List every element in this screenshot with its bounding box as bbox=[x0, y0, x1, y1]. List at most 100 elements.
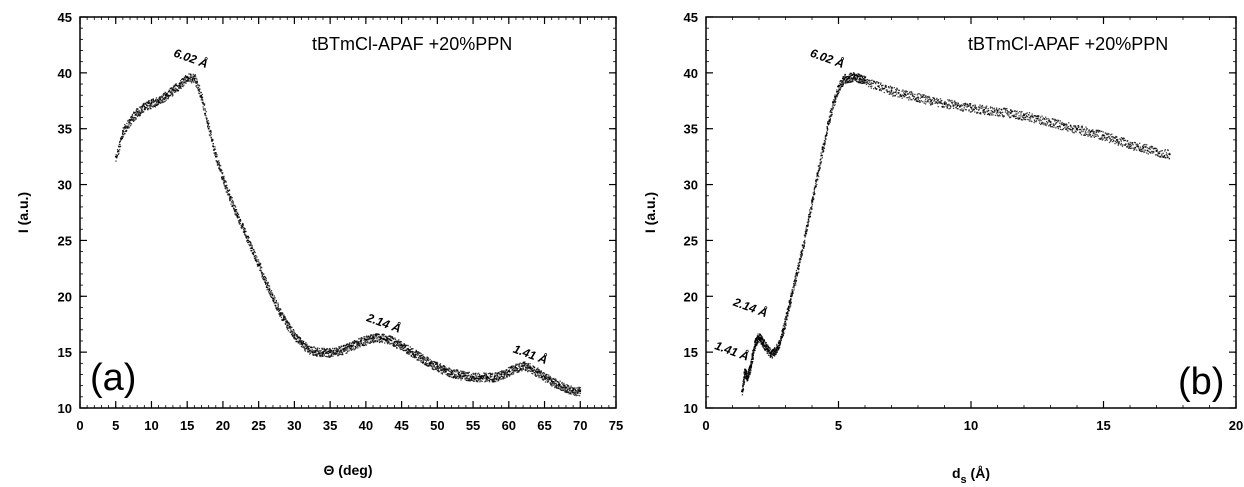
data-point bbox=[184, 78, 186, 80]
data-point bbox=[499, 376, 501, 379]
data-point bbox=[520, 369, 522, 371]
data-point bbox=[403, 347, 405, 349]
data-point bbox=[556, 387, 558, 389]
data-point bbox=[830, 111, 832, 114]
data-point bbox=[845, 76, 847, 78]
data-point bbox=[219, 165, 222, 167]
data-point bbox=[842, 75, 844, 78]
data-point bbox=[872, 82, 874, 85]
data-point bbox=[302, 342, 304, 345]
data-point bbox=[517, 371, 519, 373]
data-point bbox=[305, 345, 307, 347]
data-point bbox=[357, 347, 359, 349]
data-point bbox=[509, 367, 511, 369]
data-point bbox=[476, 373, 479, 375]
data-point bbox=[444, 368, 447, 370]
data-point bbox=[463, 371, 466, 373]
data-point bbox=[149, 102, 151, 105]
data-point bbox=[1025, 115, 1028, 117]
data-point bbox=[320, 352, 322, 354]
data-point bbox=[417, 354, 419, 356]
data-point bbox=[831, 107, 834, 109]
data-point bbox=[436, 361, 438, 363]
data-point bbox=[1018, 115, 1020, 117]
data-point bbox=[524, 365, 526, 367]
data-point bbox=[146, 107, 148, 109]
data-point bbox=[173, 91, 176, 93]
data-point bbox=[1015, 111, 1017, 113]
data-point bbox=[830, 108, 832, 110]
data-point bbox=[195, 85, 197, 87]
data-point bbox=[783, 323, 786, 326]
data-point bbox=[554, 382, 556, 385]
data-point bbox=[899, 94, 901, 96]
data-point bbox=[521, 365, 523, 367]
data-point bbox=[747, 372, 749, 374]
data-point bbox=[998, 109, 1000, 111]
data-point bbox=[975, 106, 977, 109]
data-point bbox=[796, 267, 799, 269]
data-point bbox=[286, 327, 288, 329]
data-point bbox=[338, 350, 340, 352]
data-point bbox=[221, 169, 223, 172]
data-point bbox=[978, 112, 981, 115]
data-point bbox=[339, 351, 341, 353]
data-point bbox=[191, 78, 194, 81]
data-point bbox=[1003, 115, 1006, 117]
data-point bbox=[414, 355, 416, 357]
data-point bbox=[760, 341, 763, 344]
data-point bbox=[752, 355, 754, 357]
data-point bbox=[145, 107, 147, 109]
data-point bbox=[314, 351, 316, 353]
data-point bbox=[366, 340, 369, 342]
data-point bbox=[756, 338, 759, 340]
data-point bbox=[1020, 119, 1023, 121]
data-point bbox=[389, 335, 391, 338]
data-point bbox=[857, 80, 860, 83]
data-point bbox=[279, 314, 282, 317]
data-point bbox=[881, 85, 883, 87]
data-point bbox=[171, 95, 174, 97]
data-point bbox=[200, 94, 203, 97]
data-point bbox=[1018, 117, 1021, 120]
data-point bbox=[981, 106, 983, 108]
data-point bbox=[864, 82, 866, 84]
data-point bbox=[748, 371, 751, 373]
data-point bbox=[117, 153, 119, 156]
data-point bbox=[512, 369, 514, 371]
data-point bbox=[837, 92, 840, 95]
data-point bbox=[500, 372, 502, 375]
data-point bbox=[371, 338, 374, 340]
data-point bbox=[386, 340, 388, 342]
data-point bbox=[354, 340, 356, 342]
data-point bbox=[862, 75, 864, 77]
data-point bbox=[844, 82, 846, 84]
data-point bbox=[888, 87, 890, 89]
data-point bbox=[247, 239, 249, 242]
data-point bbox=[564, 389, 566, 391]
data-point bbox=[780, 335, 782, 337]
data-point bbox=[960, 104, 962, 106]
data-point bbox=[360, 342, 363, 344]
data-point bbox=[946, 104, 949, 106]
data-point bbox=[433, 364, 435, 366]
data-point bbox=[234, 205, 236, 207]
data-point bbox=[142, 111, 145, 113]
data-point bbox=[421, 359, 423, 362]
data-point bbox=[807, 224, 809, 227]
data-point bbox=[366, 336, 368, 339]
data-point bbox=[261, 275, 264, 277]
data-point bbox=[138, 111, 140, 113]
data-point bbox=[806, 230, 808, 232]
data-point bbox=[945, 103, 947, 105]
x-tick-label: 0 bbox=[702, 418, 709, 433]
data-point bbox=[125, 125, 127, 127]
data-point bbox=[128, 122, 131, 124]
data-point bbox=[234, 210, 236, 213]
data-point bbox=[365, 344, 368, 346]
data-point bbox=[346, 352, 348, 354]
data-point bbox=[468, 374, 470, 376]
data-point bbox=[487, 376, 490, 379]
data-point bbox=[504, 372, 507, 374]
data-point bbox=[817, 170, 820, 173]
